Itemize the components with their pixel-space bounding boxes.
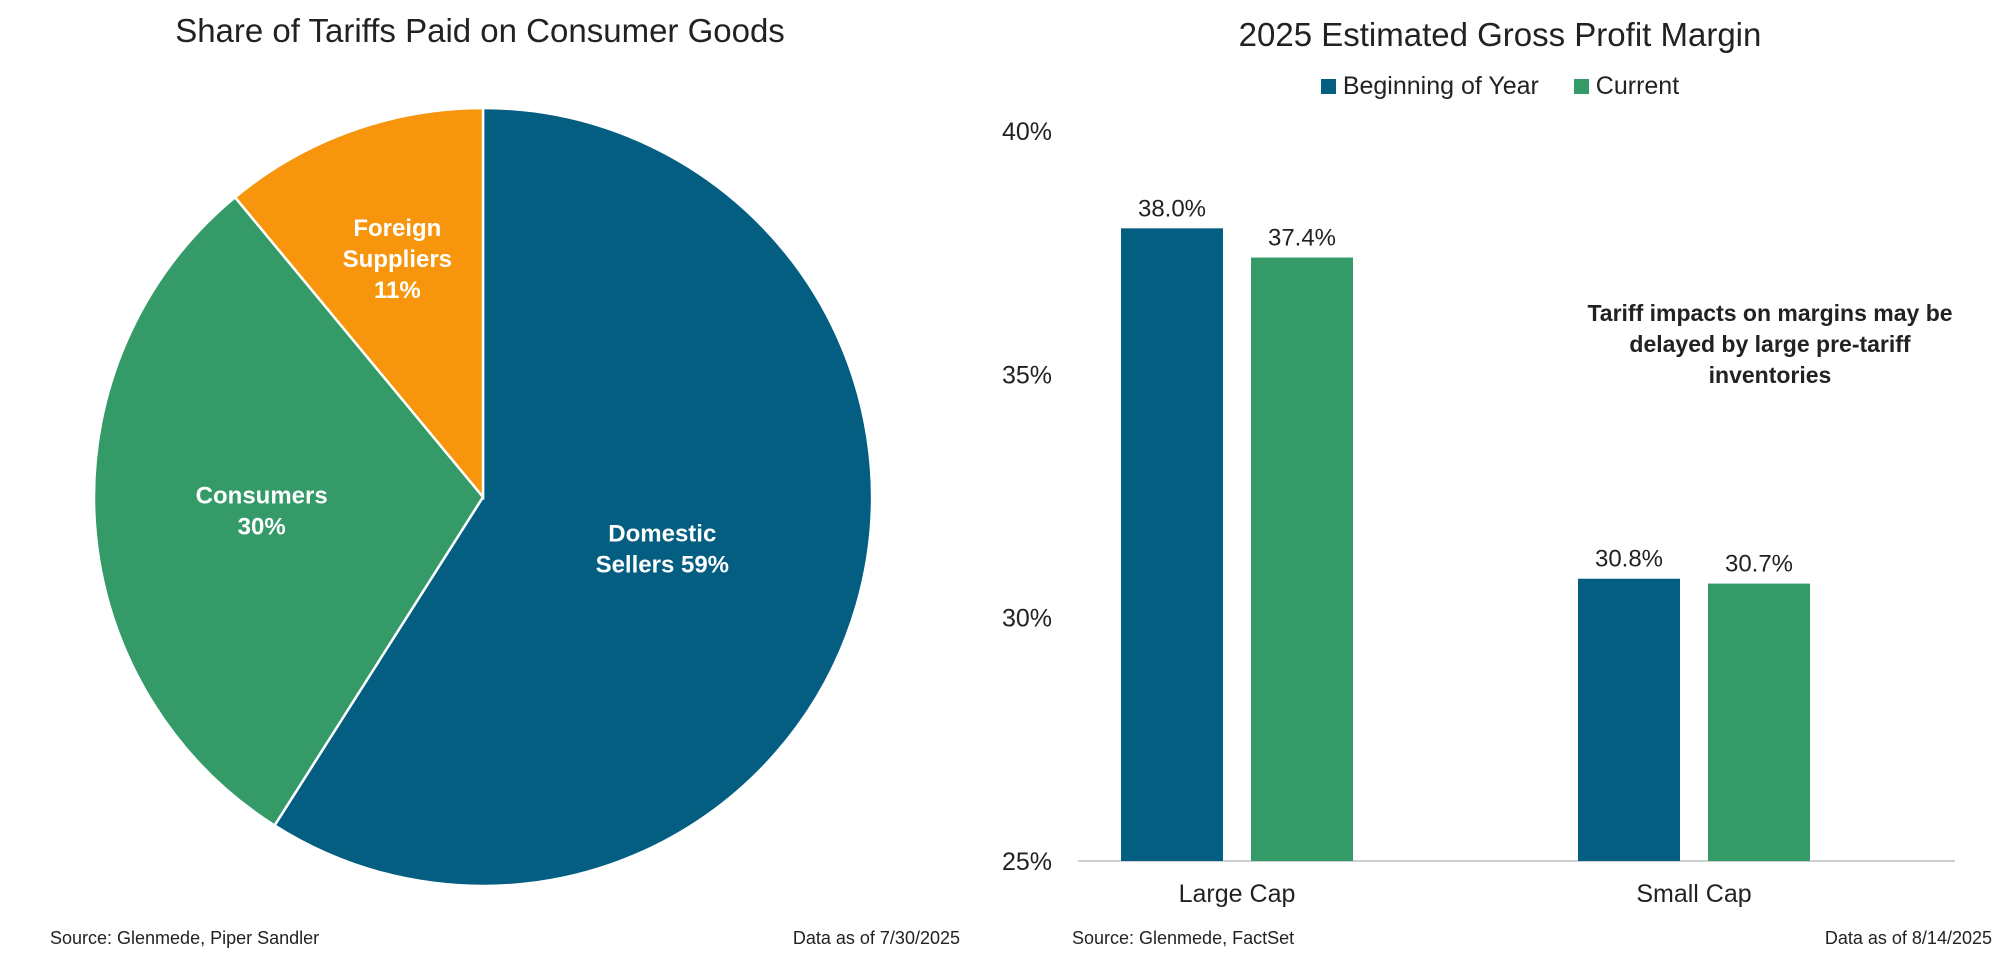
pie-source: Source: Glenmede, Piper Sandler bbox=[50, 928, 320, 948]
data-label-large-cap-beginning-of-year: 38.0% bbox=[1138, 195, 1206, 222]
bar-chart-panel: 2025 Estimated Gross Profit Margin Begin… bbox=[1000, 0, 2000, 960]
y-tick-label: 40% bbox=[1002, 118, 1052, 146]
pie-label-consumers: Consumers 30% bbox=[196, 482, 328, 540]
pie-slice-consumers bbox=[92, 195, 485, 828]
bar-chart-title: 2025 Estimated Gross Profit Margin bbox=[1238, 16, 1762, 53]
pie-chart-title: Share of Tariffs Paid on Consumer Goods bbox=[175, 12, 785, 49]
bar-large-cap-current bbox=[1251, 257, 1353, 861]
annotation-note: Tariff impacts on margins may be delayed… bbox=[1587, 300, 1953, 388]
y-tick-label: 35% bbox=[1002, 361, 1052, 389]
data-label-small-cap-beginning-of-year: 30.8% bbox=[1595, 546, 1663, 573]
data-label-large-cap-current: 37.4% bbox=[1268, 225, 1336, 252]
y-tick-label: 30% bbox=[1002, 605, 1052, 633]
legend-item-beginning: Beginning of Year bbox=[1320, 72, 1539, 101]
legend-label-beginning: Beginning of Year bbox=[1342, 72, 1539, 100]
pie-data-date: Data as of 7/30/2025 bbox=[792, 928, 960, 948]
bar-small-cap-current bbox=[1708, 583, 1810, 861]
legend-label-current: Current bbox=[1595, 72, 1680, 100]
legend-item-current: Current bbox=[1573, 72, 1680, 101]
pie-label-foreign: Foreign Suppliers 11% bbox=[343, 215, 452, 304]
pie-label-domestic: Domestic Sellers 59% bbox=[596, 521, 729, 579]
pie-chart-panel: Share of Tariffs Paid on Consumer Goods … bbox=[50, 12, 960, 948]
data-label-small-cap-current: 30.7% bbox=[1725, 551, 1793, 578]
x-category-label: Large Cap bbox=[1179, 880, 1296, 908]
bar-legend: Beginning of Year Current bbox=[1000, 72, 2000, 101]
pie-chart: Domestic Sellers 59% Consumers 30% Foreign Su… bbox=[92, 106, 874, 888]
legend-swatch-current bbox=[1573, 79, 1589, 94]
pie-slice-domestic bbox=[272, 106, 874, 888]
x-category-label: Small Cap bbox=[1636, 880, 1751, 908]
bar-large-cap-beginning-of-year bbox=[1121, 228, 1223, 862]
bar-chart: 25% 30% 35% 40% 38.0% 37.4% Large Cap 30.8% 30.7… bbox=[1002, 118, 1955, 908]
bar-data-date: Data as of 8/14/2025 bbox=[1824, 928, 1992, 948]
bar-small-cap-beginning-of-year bbox=[1578, 578, 1680, 861]
pie-slice-foreign bbox=[233, 106, 485, 501]
y-tick-label: 25% bbox=[1002, 848, 1052, 876]
legend-swatch-beginning bbox=[1320, 79, 1336, 94]
bar-source: Source: Glenmede, FactSet bbox=[1072, 928, 1295, 948]
